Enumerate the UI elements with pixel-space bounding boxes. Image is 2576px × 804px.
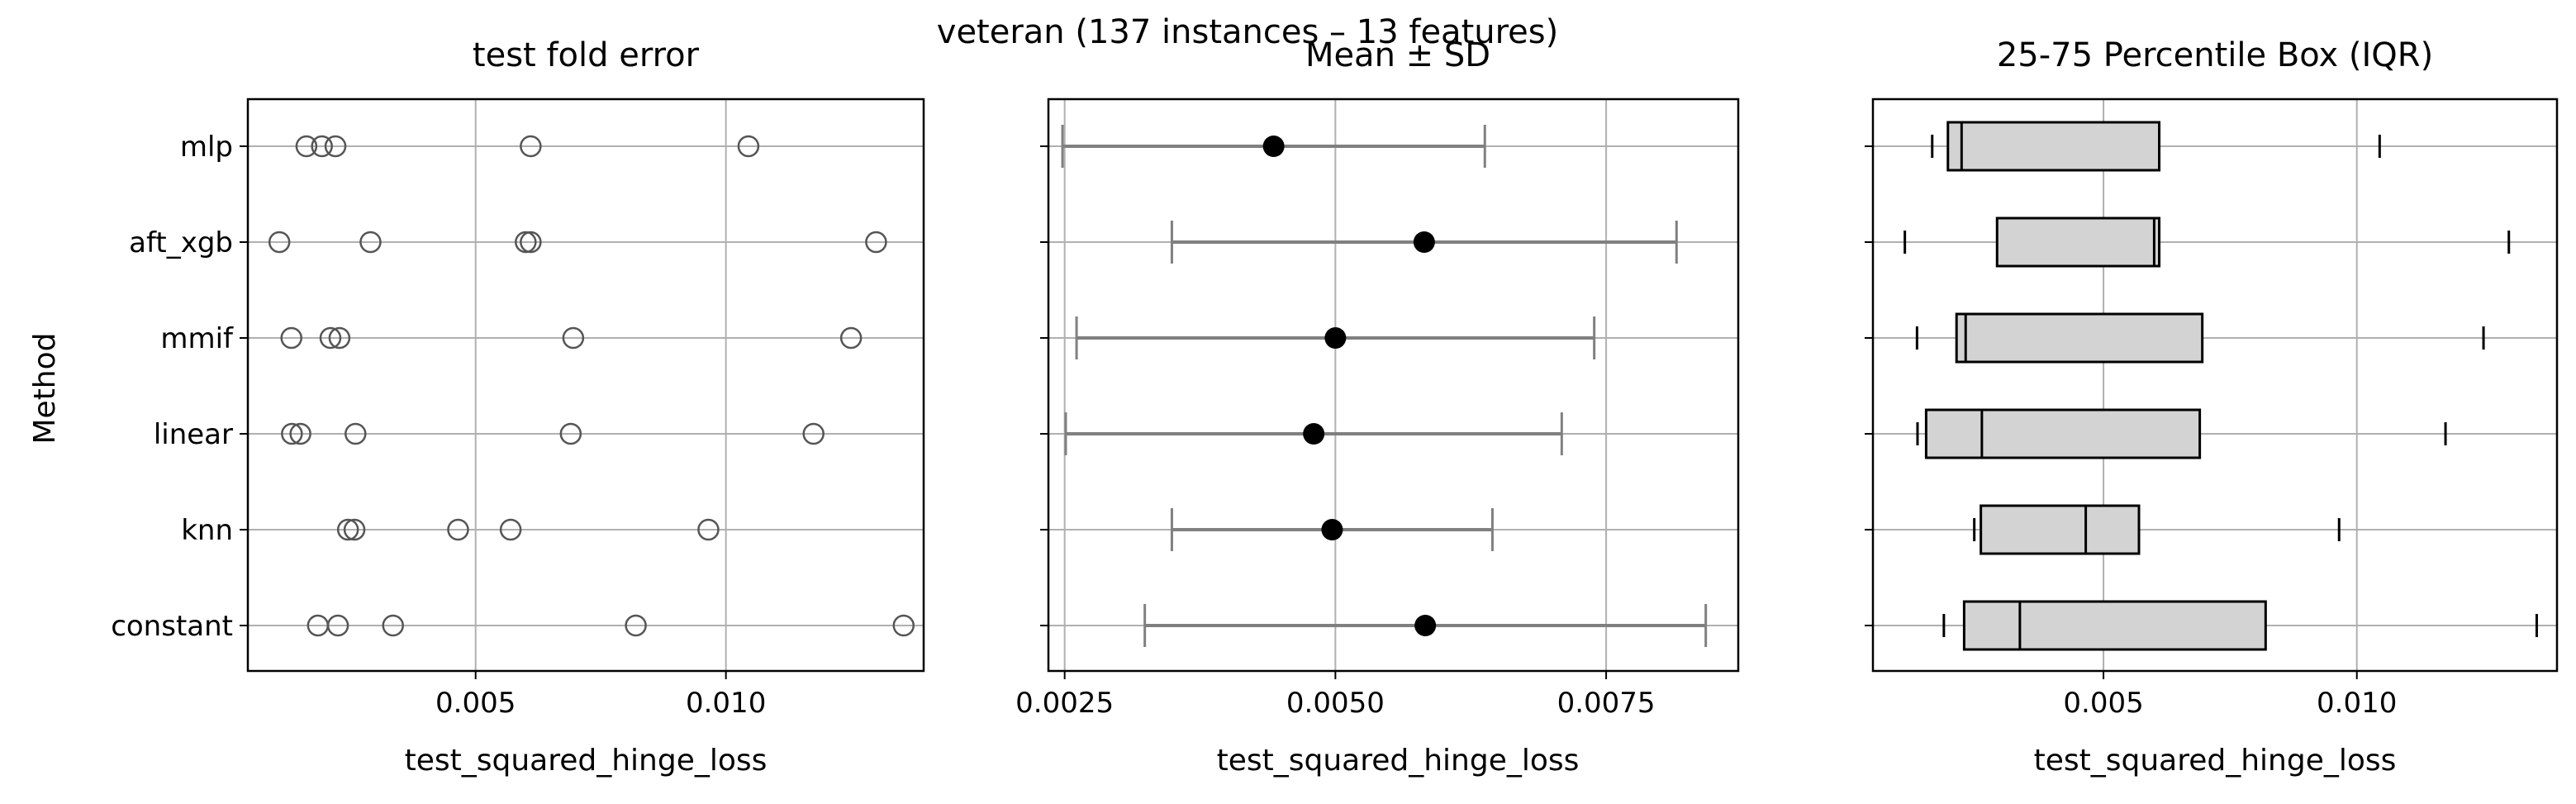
x-tick-label: 0.005: [2063, 687, 2143, 720]
data-point: [343, 518, 366, 541]
data-point: [520, 135, 542, 158]
x-tick-label: 0.010: [686, 687, 766, 720]
y-axis-label: Method: [28, 332, 62, 444]
data-point: [865, 231, 887, 254]
data-point: [289, 422, 311, 445]
y-tick-label: knn: [181, 514, 233, 547]
data-point: [319, 326, 342, 350]
y-tick-label: mlp: [180, 131, 233, 164]
data-point: [737, 135, 760, 158]
iqr-box: [1946, 121, 2161, 172]
y-tick-label: aft_xgb: [129, 226, 233, 259]
y-tick-label: constant: [111, 610, 233, 643]
x-axis-label: test_squared_hinge_loss: [1217, 744, 1580, 778]
mean-point: [1321, 519, 1343, 540]
mean-point: [1414, 615, 1437, 636]
y-tick-label: mmif: [160, 322, 234, 355]
panel-test-fold-error: test fold error test_squared_hinge_loss …: [28, 36, 925, 778]
axes-frame: [246, 98, 925, 673]
panel-title: 25-75 Percentile Box (IQR): [1997, 36, 2433, 74]
grid: [248, 99, 924, 671]
x-tick-label: 0.0025: [1015, 687, 1114, 720]
data-point: [311, 135, 333, 158]
mean-point: [1413, 231, 1435, 253]
y-tick-label: linear: [154, 418, 233, 451]
data-point: [382, 614, 404, 637]
data-point: [892, 614, 915, 637]
data-point: [839, 326, 863, 350]
data-point: [324, 135, 347, 158]
x-axis-label: test_squared_hinge_loss: [405, 744, 768, 778]
iqr-box: [1962, 600, 2267, 651]
data-point: [447, 518, 469, 541]
panel-iqr-box: 25-75 Percentile Box (IQR) test_squared_…: [1865, 36, 2559, 778]
grid: [1048, 99, 1738, 671]
panel-mean-sd: Mean ± SD test_squared_hinge_loss 0.0025…: [1015, 36, 1740, 778]
data-point: [336, 518, 359, 541]
data-point: [562, 326, 585, 350]
x-tick-label: 0.010: [2317, 687, 2397, 720]
panel-title: Mean ± SD: [1305, 36, 1490, 74]
data-point: [559, 422, 582, 445]
iqr-box: [1980, 504, 2141, 555]
iqr-box: [1924, 408, 2202, 459]
x-tick-label: 0.005: [435, 687, 516, 720]
data-point: [520, 231, 542, 254]
panel-title: test fold error: [473, 36, 700, 74]
axes-frame: [1871, 98, 2559, 673]
mean-point: [1324, 327, 1347, 349]
figure-suptitle: veteran (137 instances – 13 features): [937, 13, 1558, 51]
data-point: [359, 231, 382, 254]
x-tick-label: 0.0050: [1286, 687, 1385, 720]
mean-point: [1262, 136, 1285, 157]
iqr-box: [1955, 312, 2204, 364]
data-point: [499, 518, 522, 541]
data-point: [281, 422, 303, 445]
x-tick-label: 0.0075: [1557, 687, 1656, 720]
data-point: [697, 518, 720, 541]
data-point: [295, 135, 318, 158]
data-point: [345, 422, 367, 445]
data-point: [802, 422, 825, 445]
x-axis-label: test_squared_hinge_loss: [2034, 744, 2397, 778]
grid: [1873, 99, 2557, 671]
data-point: [515, 231, 537, 254]
data-point: [268, 231, 291, 254]
mean-point: [1303, 423, 1325, 445]
data-point: [328, 326, 351, 350]
data-point: [326, 614, 349, 637]
axes-frame: [1047, 98, 1740, 673]
iqr-box: [1995, 216, 2161, 268]
data-point: [625, 614, 647, 637]
data-point: [280, 326, 302, 350]
